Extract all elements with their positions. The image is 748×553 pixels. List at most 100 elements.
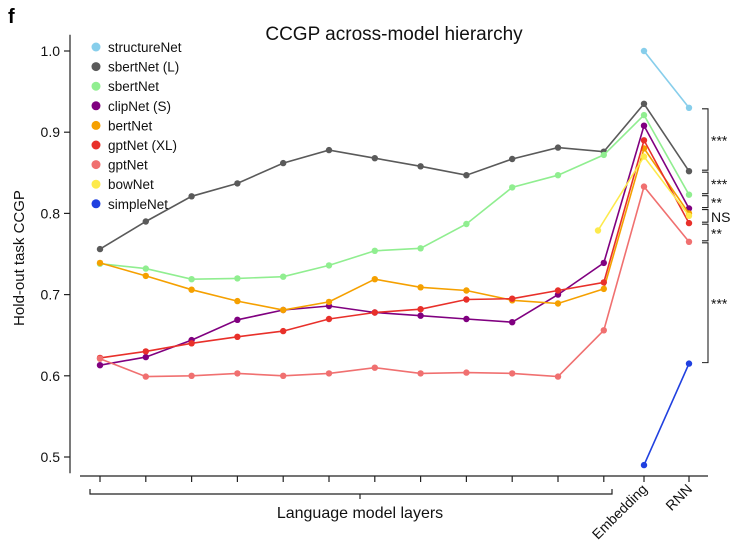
data-point (417, 163, 424, 170)
series-line (99, 146, 690, 311)
legend-swatch (91, 101, 101, 111)
legend-label: bertNet (108, 118, 153, 133)
series-bownet (594, 153, 693, 234)
data-point (371, 309, 378, 316)
significance-bracket: ** (702, 223, 722, 241)
series-sbertnet-l (96, 100, 693, 253)
legend-label: sbertNet (L) (108, 60, 179, 75)
legend-label: sbertNet (108, 79, 159, 94)
y-tick-label: 1.0 (41, 43, 61, 59)
series-sbertnet (96, 111, 693, 283)
x-tick-label-embedding: Embedding (589, 481, 650, 542)
data-point (96, 259, 104, 267)
chart-title: CCGP across-model hierarchy (265, 24, 523, 45)
data-point (640, 137, 648, 144)
data-point (188, 286, 195, 293)
y-tick-label: 0.8 (41, 205, 61, 221)
data-point (463, 369, 470, 376)
data-point (685, 191, 693, 198)
legend-label: gptNet (108, 158, 148, 173)
series-simplenet (640, 360, 693, 469)
x-tick-label-rnn: RNN (662, 481, 695, 514)
series-line (99, 184, 690, 378)
data-point (509, 319, 516, 326)
y-tick-label: 0.9 (41, 124, 61, 140)
significance-label: NS (711, 209, 730, 225)
significance-bracket: *** (702, 171, 728, 195)
data-point (685, 104, 693, 112)
data-point (188, 372, 195, 379)
bracket-line (702, 195, 709, 209)
data-point (640, 122, 648, 129)
y-tick-label: 0.6 (41, 368, 61, 384)
data-point (371, 155, 378, 162)
data-point (142, 373, 149, 380)
data-point (554, 144, 562, 151)
significance-bracket: *** (702, 242, 728, 364)
bracket-line (702, 108, 709, 171)
legend-label: structureNet (108, 40, 182, 55)
data-point (325, 315, 333, 323)
data-point (594, 227, 602, 234)
legend-swatch (91, 179, 101, 189)
legend-label: clipNet (S) (108, 99, 171, 114)
data-point (142, 218, 149, 225)
legend-item: sbertNet (L) (91, 60, 179, 75)
data-point (463, 172, 470, 179)
series-layer (96, 47, 693, 469)
data-point (188, 193, 195, 200)
data-point (417, 284, 424, 291)
legend-swatch (91, 120, 101, 130)
series-gptnet (96, 183, 693, 380)
data-point (96, 245, 104, 253)
legend-swatch (91, 62, 101, 72)
significance-brackets: ********NS***** (702, 108, 730, 364)
layers-bracket (89, 489, 613, 499)
series-line (99, 138, 690, 359)
data-point (509, 295, 516, 302)
bracket-line (702, 208, 709, 223)
series-bertnet (96, 145, 693, 314)
series-line (643, 363, 690, 466)
data-point (188, 340, 195, 347)
data-point (463, 287, 470, 294)
data-point (234, 275, 241, 282)
data-point (234, 316, 241, 323)
data-point (509, 184, 516, 191)
data-point (685, 212, 693, 219)
data-point (554, 373, 562, 380)
series-structurenet (640, 47, 693, 112)
series-gptnet-xl (96, 137, 693, 362)
data-point (371, 364, 378, 371)
legend-item: gptNet (91, 158, 148, 173)
panel-label: f (8, 6, 15, 28)
data-point (640, 461, 648, 469)
data-point (280, 372, 287, 379)
data-point (685, 168, 693, 175)
data-point (234, 333, 241, 340)
data-point (509, 155, 516, 163)
data-point (554, 172, 562, 179)
bracket-line (702, 242, 709, 364)
legend-item: structureNet (91, 40, 182, 55)
data-point (640, 47, 648, 55)
data-point (142, 348, 149, 355)
data-point (685, 219, 693, 227)
y-tick-label: 0.7 (41, 287, 61, 303)
legend-label: bowNet (108, 177, 154, 192)
series-line (99, 113, 690, 281)
data-point (640, 183, 648, 190)
data-point (509, 370, 516, 377)
legend-item: sbertNet (91, 79, 159, 94)
data-point (325, 262, 333, 269)
data-point (96, 362, 104, 369)
significance-label: *** (711, 133, 728, 149)
data-point (600, 285, 607, 293)
data-point (96, 355, 104, 362)
significance-bracket: ** (702, 195, 722, 211)
legend-item: simpleNet (91, 197, 168, 212)
data-point (600, 151, 607, 159)
legend-swatch (91, 42, 101, 52)
data-point (142, 353, 149, 361)
legend-swatch (91, 81, 101, 91)
